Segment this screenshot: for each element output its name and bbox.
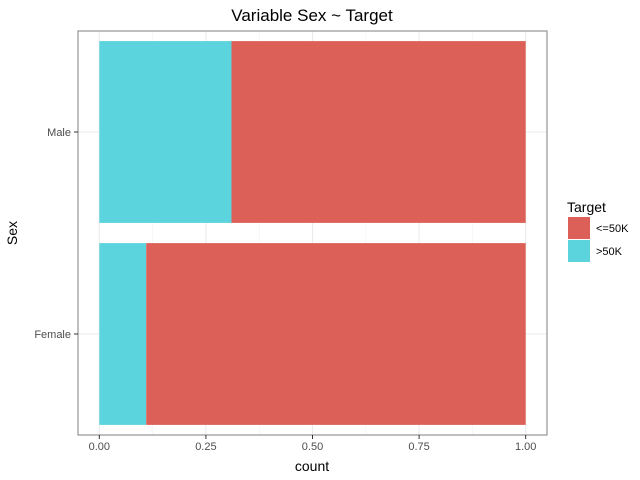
bar-female-le50k [146,243,526,425]
y-tick-label: Female [34,329,71,341]
y-axis: Female Male [34,127,78,341]
plot-panel [77,30,548,436]
x-tick-label: 0.75 [408,441,429,453]
x-tick-label: 0.25 [195,441,216,453]
legend-key [568,240,590,262]
legend-label: >50K [596,246,623,258]
chart-title: Variable Sex ~ Target [231,6,393,25]
bar-male-gt50k [99,41,232,223]
y-tick-label: Male [47,127,71,139]
x-tick-label: 0.50 [302,441,323,453]
bars [99,41,526,425]
legend-title: Target [567,199,606,215]
legend-key [568,217,590,239]
legend: Target <=50K >50K [567,199,629,262]
y-axis-title: Sex [4,221,20,245]
x-tick-label: 0.00 [89,441,110,453]
bar-female-gt50k [99,243,147,425]
x-axis-title: count [295,458,329,474]
legend-label: <=50K [596,223,629,235]
x-tick-label: 1.00 [515,441,536,453]
bar-male-le50k [231,41,526,223]
x-axis: 0.00 0.25 0.50 0.75 1.00 [89,435,536,453]
